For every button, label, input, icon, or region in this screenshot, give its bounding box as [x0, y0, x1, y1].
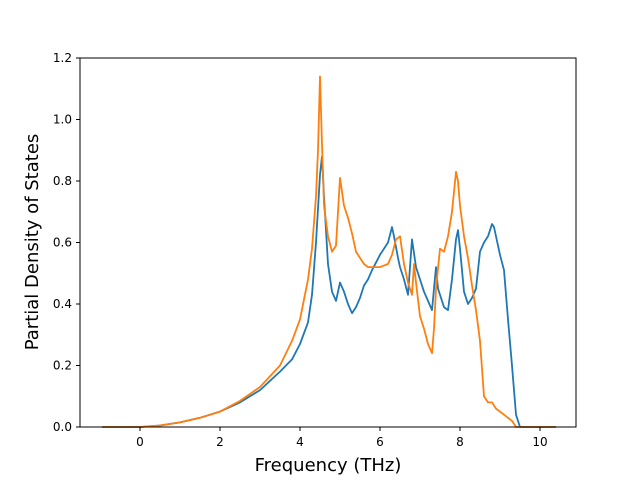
series-layer — [102, 75, 556, 428]
x-tick-label: 10 — [532, 435, 547, 449]
x-tick-label: 2 — [216, 435, 224, 449]
x-axis: 0 2 4 6 8 10 — [136, 427, 548, 449]
y-tick-label: 0.0 — [53, 420, 72, 434]
y-tick-label: 1.2 — [53, 51, 72, 65]
y-tick-label: 0.8 — [53, 174, 72, 188]
x-tick-label: 6 — [376, 435, 384, 449]
x-tick-label: 0 — [136, 435, 144, 449]
x-tick-label: 8 — [456, 435, 464, 449]
series-line-1 — [102, 155, 556, 428]
series-line-2 — [102, 75, 556, 428]
plot-frame — [79, 57, 577, 428]
y-axis: 0.0 0.2 0.4 0.6 0.8 1.0 1.2 — [53, 51, 80, 434]
y-tick-label: 1.0 — [53, 113, 72, 127]
y-axis-label: Partial Density of States — [22, 134, 43, 351]
x-axis-label: Frequency (THz) — [255, 455, 402, 476]
y-tick-label: 0.6 — [53, 236, 72, 250]
y-tick-label: 0.4 — [53, 297, 72, 311]
y-tick-label: 0.2 — [53, 359, 72, 373]
x-tick-label: 4 — [296, 435, 304, 449]
